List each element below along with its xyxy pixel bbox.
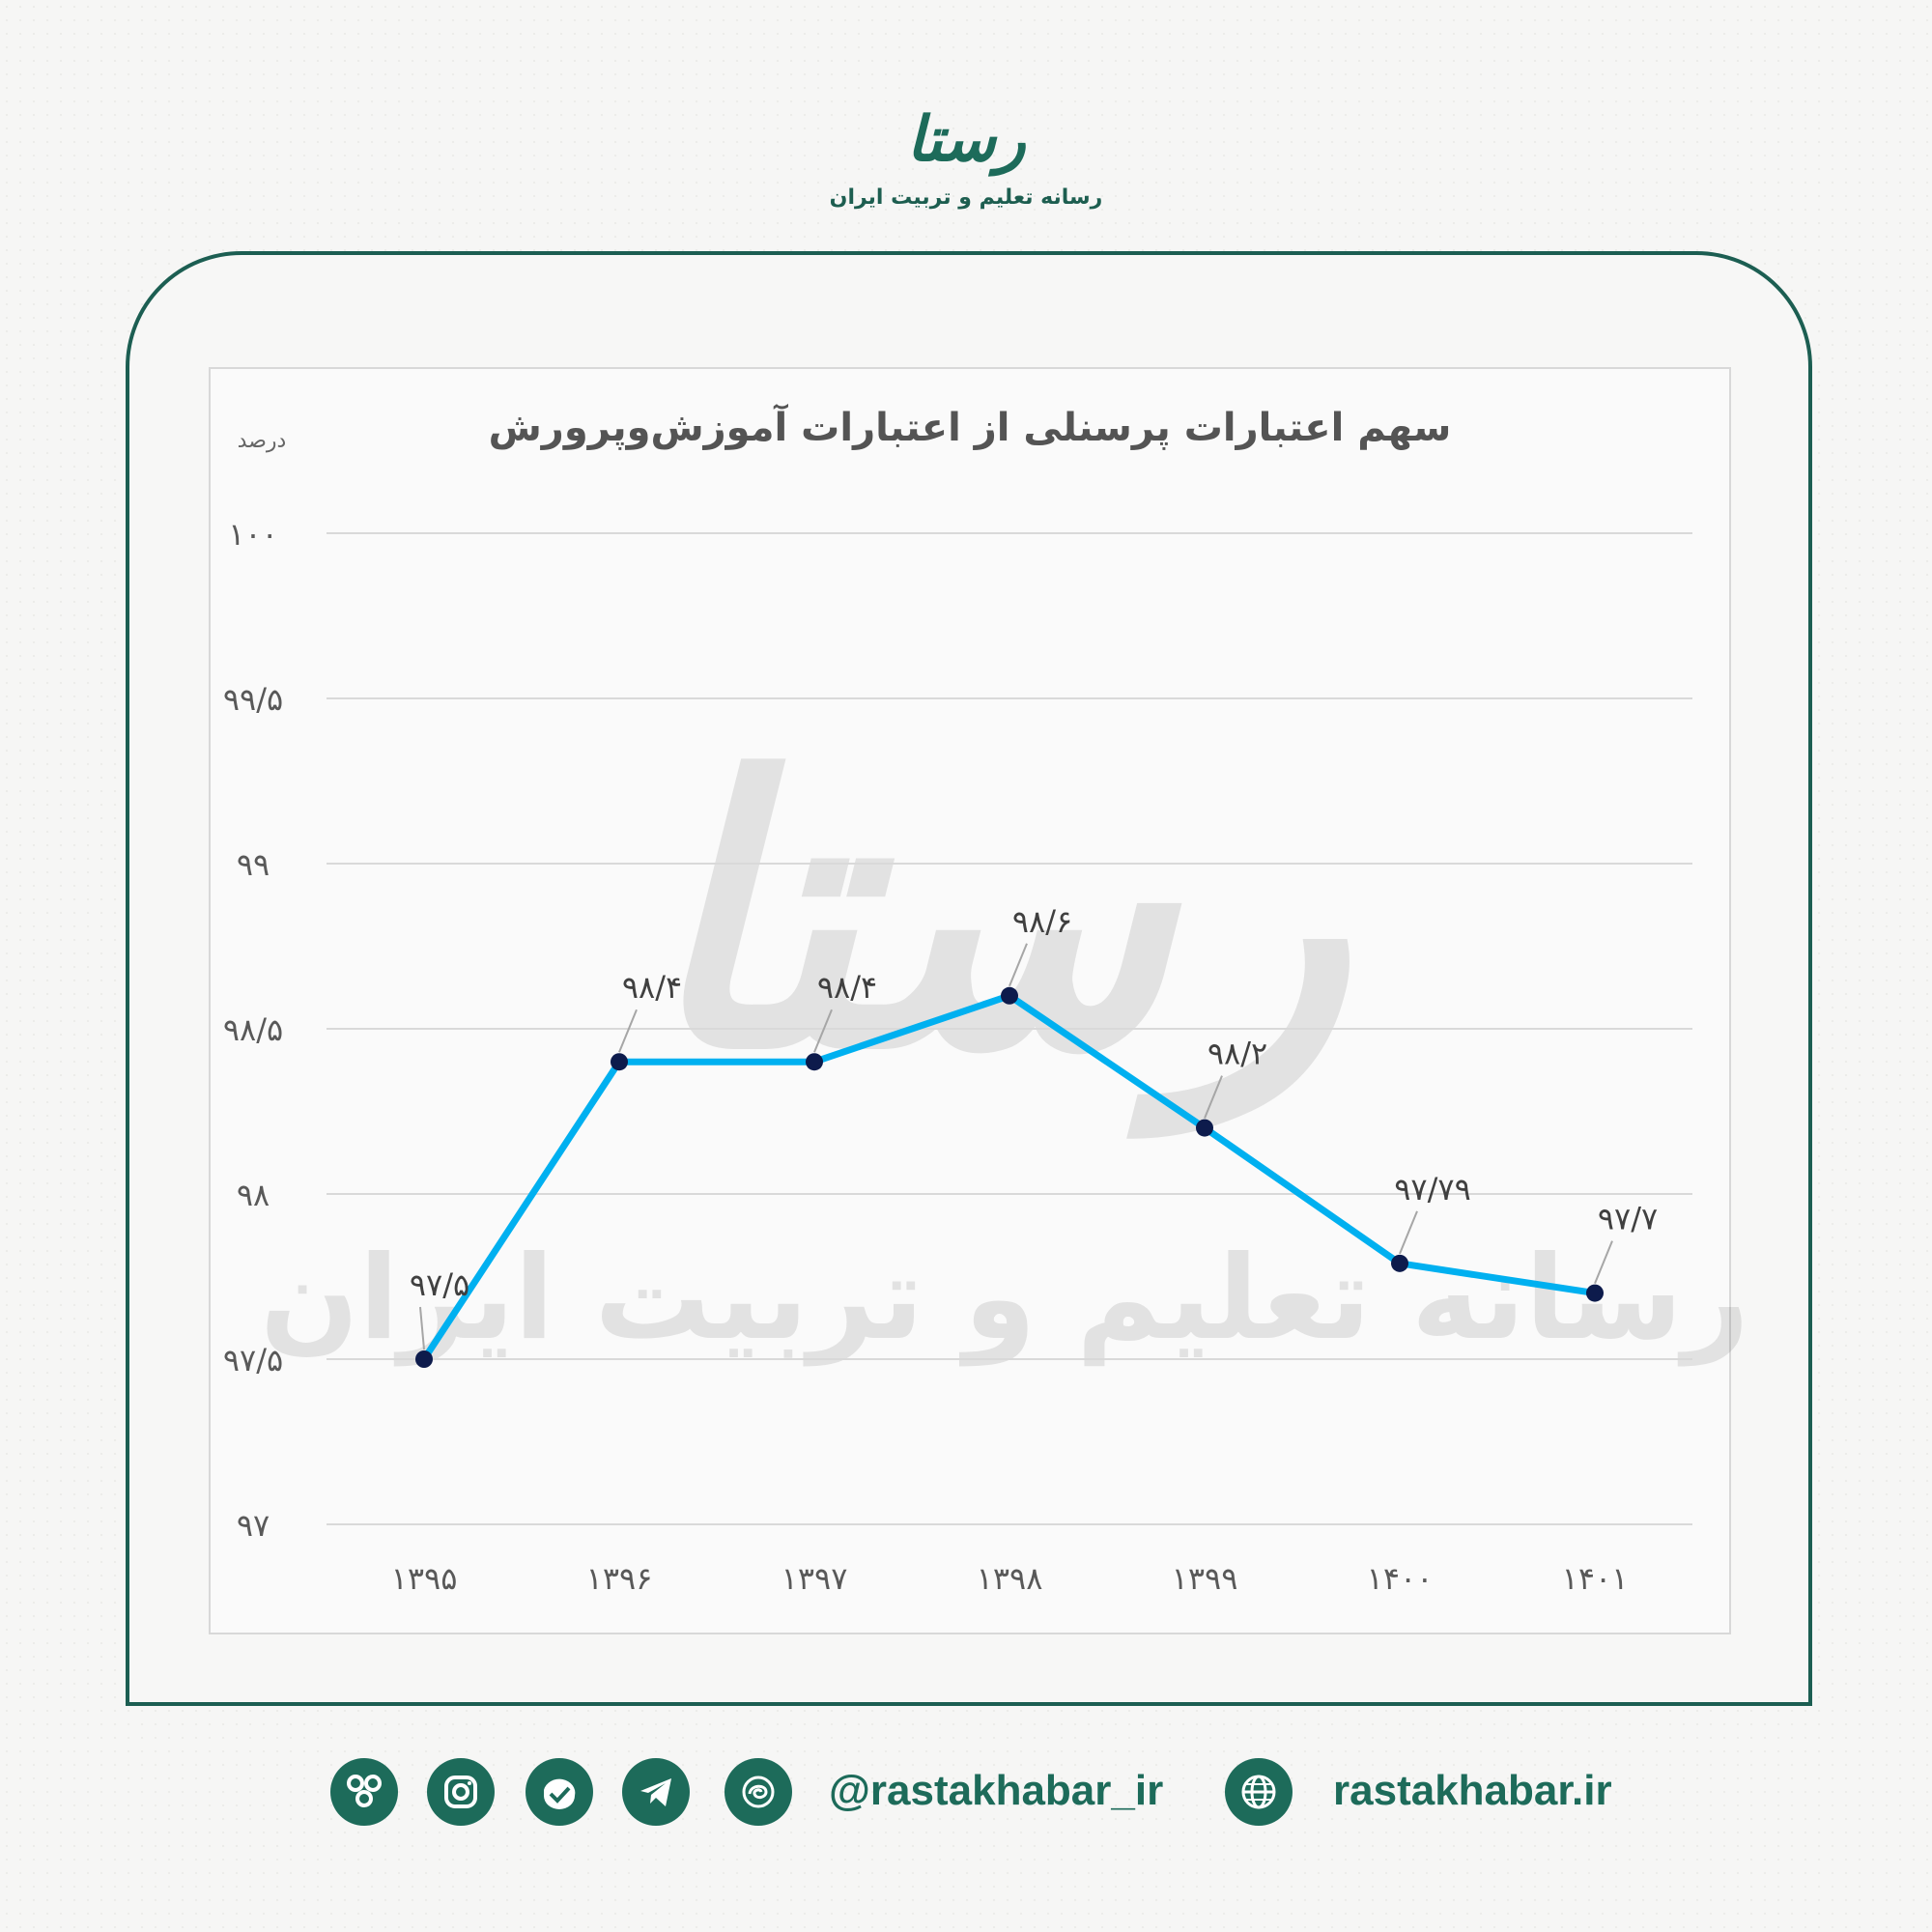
x-tick-label: ۱۳۹۹	[1172, 1560, 1238, 1597]
data-label-leader	[1009, 943, 1028, 987]
data-label: ۹۸/۶	[1012, 903, 1072, 940]
y-tick-label: ۹۷	[237, 1507, 270, 1544]
data-label: ۹۸/۴	[817, 969, 877, 1006]
series-markers	[415, 986, 1604, 1368]
data-label-leader	[1204, 1075, 1223, 1119]
data-label-leader	[813, 1009, 833, 1053]
data-label-leader	[1594, 1240, 1613, 1284]
y-tick-label: ۱۰۰	[228, 516, 278, 553]
data-point	[1391, 1254, 1408, 1272]
data-label: ۹۸/۴	[622, 969, 682, 1006]
data-point	[611, 1053, 628, 1071]
x-tick-label: ۱۳۹۸	[977, 1560, 1043, 1597]
data-point	[806, 1053, 823, 1071]
data-label: ۹۷/۷	[1598, 1201, 1658, 1237]
y-tick-label: ۹۸/۵	[223, 1011, 283, 1048]
x-tick-label: ۱۴۰۰	[1367, 1560, 1434, 1597]
telegram-icon[interactable]	[622, 1758, 690, 1826]
y-tick-label: ۹۷/۵	[223, 1342, 283, 1378]
data-point	[1196, 1119, 1213, 1137]
watermark-mark: رستا	[641, 698, 1355, 1141]
eitaa-icon[interactable]	[724, 1758, 792, 1826]
footer: @rastakhabar_ir rastakhabar.ir	[0, 1758, 1932, 1845]
data-point	[1586, 1284, 1604, 1302]
instagram-icon[interactable]	[427, 1758, 495, 1826]
y-tick-label: ۹۹	[237, 846, 270, 883]
data-point	[1001, 986, 1018, 1005]
data-label-leader	[618, 1009, 638, 1053]
data-point	[415, 1350, 433, 1368]
rubika-icon[interactable]	[330, 1758, 398, 1826]
chart-title: سهم اعتبارات پرسنلی از اعتبارات آموزش‌وپ…	[488, 406, 1452, 450]
social-handle[interactable]: @rastakhabar_ir	[829, 1767, 1164, 1814]
x-tick-label: ۱۳۹۷	[781, 1560, 848, 1597]
logo-subtitle: رسانه تعلیم و تربیت ایران	[829, 185, 1103, 210]
globe-icon[interactable]	[1225, 1758, 1293, 1826]
data-labels: ۹۷/۵ ۹۸/۴ ۹۸/۴ ۹۸/۶ ۹۸/۲ ۹۷/۷۹ ۹۷/۷	[410, 903, 1658, 1350]
data-label: ۹۷/۷۹	[1394, 1171, 1471, 1208]
x-tick-label: ۱۳۹۶	[586, 1560, 653, 1597]
data-label-leader	[419, 1306, 425, 1350]
data-label: ۹۸/۲	[1208, 1036, 1267, 1072]
chart-area	[209, 367, 1731, 1634]
y-axis-ticks: ۹۷ ۹۷/۵ ۹۸ ۹۸/۵ ۹۹ ۹۹/۵ ۱۰۰	[223, 516, 283, 1544]
bale-icon[interactable]	[526, 1758, 593, 1826]
logo-mark: رستا	[906, 103, 1026, 176]
data-label: ۹۷/۵	[410, 1266, 469, 1303]
x-tick-label: ۱۳۹۵	[391, 1560, 458, 1597]
logo: رستا رسانه تعلیم و تربیت ایران	[821, 101, 1111, 227]
watermark-subtitle: رسانه تعلیم و تربیت ایران	[260, 1232, 1749, 1367]
watermark: رستا رسانه تعلیم و تربیت ایران	[260, 698, 1749, 1367]
data-label-leader	[1399, 1210, 1418, 1255]
grid-lines	[327, 532, 1692, 1525]
x-axis-ticks: ۱۳۹۵ ۱۳۹۶ ۱۳۹۷ ۱۳۹۸ ۱۳۹۹ ۱۴۰۰ ۱۴۰۱	[391, 1560, 1629, 1597]
y-tick-label: ۹۸	[237, 1177, 270, 1213]
y-tick-label: ۹۹/۵	[223, 681, 283, 718]
x-tick-label: ۱۴۰۱	[1562, 1560, 1629, 1597]
website-link[interactable]: rastakhabar.ir	[1333, 1767, 1612, 1814]
y-axis-unit-label: درصد	[237, 429, 287, 453]
